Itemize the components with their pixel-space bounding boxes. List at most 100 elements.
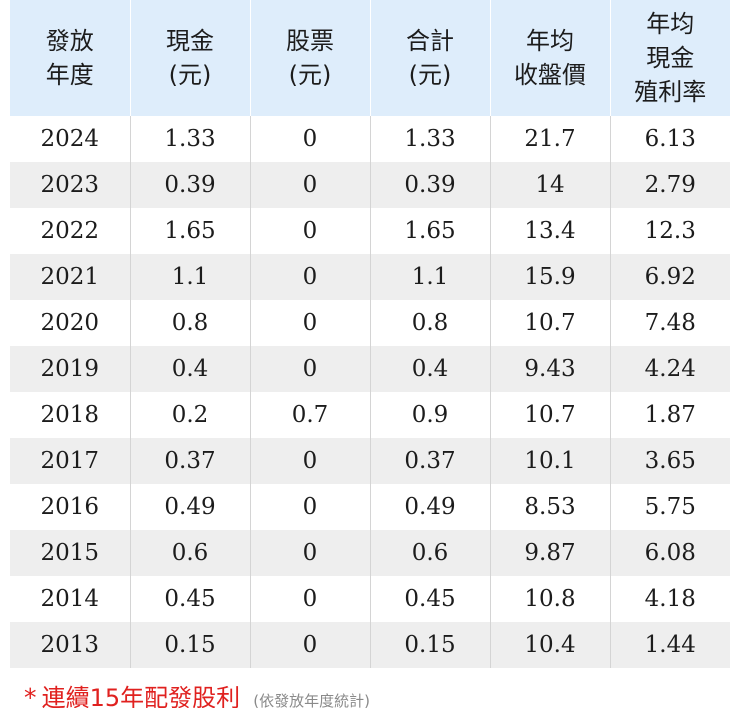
cell-avg-price: 10.7 bbox=[490, 300, 611, 346]
table-row: 2013 0.15 0 0.15 10.4 1.44 bbox=[10, 622, 730, 668]
cell-stock: 0 bbox=[250, 162, 371, 208]
header-line: (元) bbox=[288, 61, 332, 89]
cell-avg-price: 8.53 bbox=[490, 484, 611, 530]
table-body: 2024 1.33 0 1.33 21.7 6.13 2023 0.39 0 0.39 14 2.79… bbox=[10, 116, 730, 668]
cell-yield: 2.79 bbox=[610, 162, 730, 208]
header-yield: 年均 現金 殖利率 bbox=[610, 0, 730, 116]
cell-stock: 0 bbox=[250, 346, 371, 392]
cell-year: 2020 bbox=[10, 300, 131, 346]
cell-avg-price: 14 bbox=[490, 162, 611, 208]
cell-cash: 0.6 bbox=[130, 530, 251, 576]
footnote-star: * bbox=[24, 683, 37, 708]
table-row: 2015 0.6 0 0.6 9.87 6.08 bbox=[10, 530, 730, 576]
cell-stock: 0 bbox=[250, 254, 371, 300]
cell-cash: 1.65 bbox=[130, 208, 251, 254]
cell-total: 0.37 bbox=[370, 438, 491, 484]
cell-year: 2018 bbox=[10, 392, 131, 438]
cell-cash: 0.8 bbox=[130, 300, 251, 346]
table-header-row: 發放 年度 現金 (元) 股票 (元) 合計 (元) 年均 收盤價 bbox=[10, 0, 730, 116]
cell-year: 2015 bbox=[10, 530, 131, 576]
cell-stock: 0 bbox=[250, 622, 371, 668]
cell-yield: 12.3 bbox=[610, 208, 730, 254]
cell-stock: 0 bbox=[250, 530, 371, 576]
table-row: 2020 0.8 0 0.8 10.7 7.48 bbox=[10, 300, 730, 346]
cell-total: 1.1 bbox=[370, 254, 491, 300]
cell-total: 1.33 bbox=[370, 116, 491, 162]
cell-total: 0.8 bbox=[370, 300, 491, 346]
header-avg-price: 年均 收盤價 bbox=[490, 0, 611, 116]
cell-total: 0.45 bbox=[370, 576, 491, 622]
cell-cash: 0.45 bbox=[130, 576, 251, 622]
cell-cash: 1.33 bbox=[130, 116, 251, 162]
cell-cash: 0.15 bbox=[130, 622, 251, 668]
cell-yield: 1.44 bbox=[610, 622, 730, 668]
cell-avg-price: 10.1 bbox=[490, 438, 611, 484]
cell-stock: 0 bbox=[250, 576, 371, 622]
cell-cash: 0.37 bbox=[130, 438, 251, 484]
cell-total: 0.15 bbox=[370, 622, 491, 668]
cell-year: 2022 bbox=[10, 208, 131, 254]
cell-yield: 4.24 bbox=[610, 346, 730, 392]
cell-yield: 1.87 bbox=[610, 392, 730, 438]
cell-total: 0.6 bbox=[370, 530, 491, 576]
cell-total: 1.65 bbox=[370, 208, 491, 254]
cell-year: 2016 bbox=[10, 484, 131, 530]
header-cash: 現金 (元) bbox=[130, 0, 251, 116]
cell-cash: 0.4 bbox=[130, 346, 251, 392]
cell-total: 0.49 bbox=[370, 484, 491, 530]
header-line: 現金 bbox=[646, 44, 695, 72]
cell-cash: 1.1 bbox=[130, 254, 251, 300]
header-line: 發放 bbox=[45, 27, 94, 55]
header-line: 股票 bbox=[286, 27, 334, 55]
table-row: 2023 0.39 0 0.39 14 2.79 bbox=[10, 162, 730, 208]
cell-stock: 0 bbox=[250, 208, 371, 254]
cell-total: 0.9 bbox=[370, 392, 491, 438]
cell-year: 2023 bbox=[10, 162, 131, 208]
table-row: 2018 0.2 0.7 0.9 10.7 1.87 bbox=[10, 392, 730, 438]
cell-yield: 3.65 bbox=[610, 438, 730, 484]
cell-yield: 6.08 bbox=[610, 530, 730, 576]
cell-avg-price: 10.4 bbox=[490, 622, 611, 668]
header-total: 合計 (元) bbox=[370, 0, 491, 116]
cell-cash: 0.39 bbox=[130, 162, 251, 208]
cell-year: 2013 bbox=[10, 622, 131, 668]
table-row: 2014 0.45 0 0.45 10.8 4.18 bbox=[10, 576, 730, 622]
cell-stock: 0 bbox=[250, 438, 371, 484]
cell-stock: 0 bbox=[250, 116, 371, 162]
cell-yield: 6.92 bbox=[610, 254, 730, 300]
cell-year: 2019 bbox=[10, 346, 131, 392]
header-line: 年均 bbox=[526, 27, 574, 55]
table-row: 2019 0.4 0 0.4 9.43 4.24 bbox=[10, 346, 730, 392]
cell-year: 2017 bbox=[10, 438, 131, 484]
table-row: 2017 0.37 0 0.37 10.1 3.65 bbox=[10, 438, 730, 484]
cell-stock: 0.7 bbox=[250, 392, 371, 438]
header-line: 年度 bbox=[45, 61, 94, 89]
cell-avg-price: 10.7 bbox=[490, 392, 611, 438]
cell-stock: 0 bbox=[250, 484, 371, 530]
dividend-table: 發放 年度 現金 (元) 股票 (元) 合計 (元) 年均 收盤價 bbox=[10, 0, 730, 668]
footnote-text: 連續15年配發股利 bbox=[41, 684, 241, 708]
cell-year: 2024 bbox=[10, 116, 131, 162]
header-stock: 股票 (元) bbox=[250, 0, 371, 116]
cell-total: 0.4 bbox=[370, 346, 491, 392]
header-line: 年均 bbox=[646, 10, 695, 38]
cell-total: 0.39 bbox=[370, 162, 491, 208]
cell-yield: 6.13 bbox=[610, 116, 730, 162]
cell-avg-price: 9.43 bbox=[490, 346, 611, 392]
table-row: 2022 1.65 0 1.65 13.4 12.3 bbox=[10, 208, 730, 254]
header-line: (元) bbox=[168, 61, 212, 89]
dividend-table-container: 發放 年度 現金 (元) 股票 (元) 合計 (元) 年均 收盤價 bbox=[10, 0, 730, 668]
cell-stock: 0 bbox=[250, 300, 371, 346]
header-year: 發放 年度 bbox=[10, 0, 131, 116]
cell-yield: 4.18 bbox=[610, 576, 730, 622]
cell-yield: 5.75 bbox=[610, 484, 730, 530]
cell-year: 2021 bbox=[10, 254, 131, 300]
cell-cash: 0.49 bbox=[130, 484, 251, 530]
header-line: 現金 bbox=[166, 27, 214, 55]
cell-yield: 7.48 bbox=[610, 300, 730, 346]
footnote: * 連續15年配發股利 (依發放年度統計) bbox=[24, 678, 370, 708]
cell-avg-price: 13.4 bbox=[490, 208, 611, 254]
table-row: 2016 0.49 0 0.49 8.53 5.75 bbox=[10, 484, 730, 530]
header-line: 合計 bbox=[406, 27, 454, 55]
header-line: 殖利率 bbox=[634, 78, 707, 106]
